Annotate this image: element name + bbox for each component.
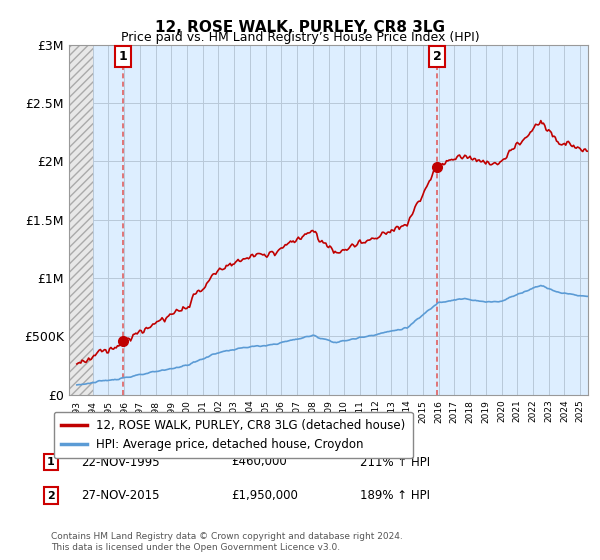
Text: 2: 2 [433,50,442,63]
Text: 211% ↑ HPI: 211% ↑ HPI [360,455,430,469]
Text: 22-NOV-1995: 22-NOV-1995 [81,455,160,469]
Text: £460,000: £460,000 [231,455,287,469]
Legend: 12, ROSE WALK, PURLEY, CR8 3LG (detached house), HPI: Average price, detached ho: 12, ROSE WALK, PURLEY, CR8 3LG (detached… [54,412,413,458]
Text: Price paid vs. HM Land Registry’s House Price Index (HPI): Price paid vs. HM Land Registry’s House … [121,31,479,44]
Text: 1: 1 [47,457,55,467]
Bar [69,45,92,395]
Text: 189% ↑ HPI: 189% ↑ HPI [360,489,430,502]
Text: 1: 1 [118,50,127,63]
Text: 12, ROSE WALK, PURLEY, CR8 3LG: 12, ROSE WALK, PURLEY, CR8 3LG [155,20,445,35]
Text: 2: 2 [47,491,55,501]
Text: Contains HM Land Registry data © Crown copyright and database right 2024.
This d: Contains HM Land Registry data © Crown c… [51,532,403,552]
Text: 27-NOV-2015: 27-NOV-2015 [81,489,160,502]
Text: £1,950,000: £1,950,000 [231,489,298,502]
